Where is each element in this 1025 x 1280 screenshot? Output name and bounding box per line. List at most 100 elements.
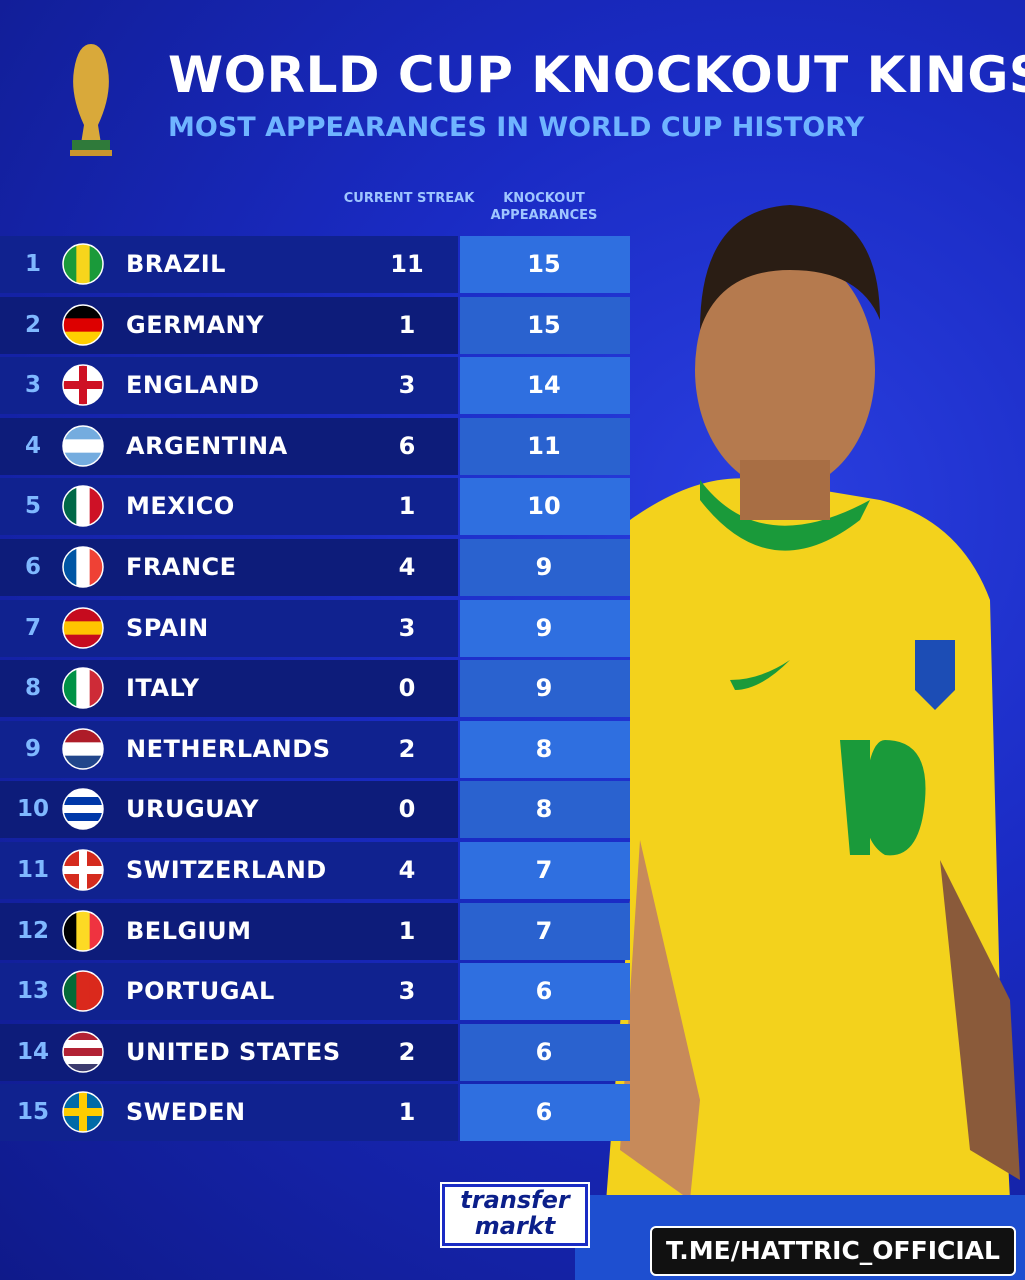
current-streak: 2 <box>398 734 416 763</box>
current-streak: 0 <box>398 795 416 824</box>
rank: 4 <box>24 432 41 459</box>
flag-icon <box>62 667 104 709</box>
table-row: 14 UNITED STATES 2 6 <box>0 1023 630 1081</box>
table-row: 8 ITALY 0 9 <box>0 660 630 718</box>
flag-part <box>63 1031 103 1041</box>
knockout-appearances: 6 <box>535 1037 553 1066</box>
flag-border <box>62 425 104 467</box>
knockout-appearances: 8 <box>535 734 553 763</box>
flag-border <box>62 970 104 1012</box>
flag-part <box>63 1055 103 1065</box>
rank: 2 <box>24 311 41 338</box>
knockout-appearances: 6 <box>535 1098 553 1127</box>
flag-border <box>62 303 104 346</box>
table-row: 15 SWEDEN 1 6 <box>0 1084 630 1142</box>
rank: 9 <box>24 735 41 762</box>
knockout-appearances: 9 <box>535 613 553 642</box>
highlight-column <box>460 902 630 960</box>
country-name: SWITZERLAND <box>126 856 327 884</box>
flag <box>63 1031 103 1072</box>
country-name: FRANCE <box>126 553 237 581</box>
trophy-icon <box>70 44 112 156</box>
flag <box>63 486 103 527</box>
country-name: ITALY <box>126 674 200 703</box>
flag-border <box>62 788 104 831</box>
highlight-column <box>460 478 630 536</box>
title: WORLD CUP KNOCKOUT KINGS <box>168 46 1025 104</box>
flag-part <box>63 821 103 830</box>
rank: 11 <box>16 857 49 883</box>
knockout-appearances: 7 <box>535 856 553 884</box>
flag-icon <box>62 788 104 831</box>
highlight-column <box>460 720 630 778</box>
column-header: KNOCKOUT APPEARANCES <box>490 191 598 223</box>
current-streak: 11 <box>390 250 424 278</box>
flag-border <box>62 667 104 709</box>
flag-border <box>62 1031 104 1073</box>
flag-part <box>63 805 103 814</box>
rank: 10 <box>16 796 49 823</box>
player-illustration <box>575 205 1025 1280</box>
country-name: BRAZIL <box>126 250 226 278</box>
flag-icon <box>62 303 104 346</box>
flag <box>63 607 103 648</box>
rank: 3 <box>24 372 41 399</box>
rank: 1 <box>24 251 41 277</box>
flag-icon <box>62 849 104 891</box>
knockout-appearances: 15 <box>527 250 561 278</box>
flag-icon <box>62 728 104 770</box>
flag-icon <box>62 546 104 588</box>
flag-border <box>62 485 104 528</box>
flag-icon <box>62 1091 104 1134</box>
rank: 7 <box>24 614 41 641</box>
flag <box>63 304 103 345</box>
country-name: NETHERLANDS <box>126 734 331 763</box>
table-row: 9 NETHERLANDS 2 8 <box>0 720 630 778</box>
flag <box>63 365 103 406</box>
table-row: 13 PORTUGAL 3 6 <box>0 963 630 1021</box>
knockout-appearances: 9 <box>535 553 553 581</box>
country-name: ENGLAND <box>126 371 260 400</box>
highlight-column <box>460 296 630 354</box>
highlight-column <box>460 842 630 899</box>
country-name: URUGUAY <box>126 795 260 824</box>
logo-text: transfer <box>460 1186 570 1214</box>
flag <box>63 1092 103 1133</box>
flag <box>63 789 103 830</box>
knockout-appearances: 8 <box>535 795 553 824</box>
current-streak: 1 <box>398 916 416 945</box>
flag-part <box>76 971 91 1012</box>
flag-icon <box>62 1031 104 1073</box>
flag-part <box>76 668 91 709</box>
highlight-column <box>460 357 630 415</box>
watermark: T.ME/HATTRIC_OFFICIAL <box>650 1226 1016 1276</box>
flag <box>63 668 103 709</box>
flag-part <box>76 547 91 587</box>
flag-part <box>63 789 103 798</box>
flag-part <box>63 381 103 390</box>
table-row: 4 ARGENTINA 6 11 <box>0 417 630 475</box>
flag-icon <box>62 909 104 952</box>
table-row: 2 GERMANY 1 15 <box>0 296 630 354</box>
country-name: BELGIUM <box>126 916 252 945</box>
flag-part <box>76 486 91 527</box>
knockout-appearances: 14 <box>527 371 561 400</box>
flag <box>63 910 103 951</box>
knockout-appearances: 7 <box>535 916 553 945</box>
highlight-column <box>460 539 630 596</box>
country-name: GERMANY <box>126 310 264 339</box>
flag-border <box>62 1091 104 1134</box>
flag-part <box>76 910 91 951</box>
highlight-column <box>460 417 630 475</box>
flag-part <box>63 1047 103 1057</box>
flag-part <box>63 742 103 756</box>
table-row: 3 ENGLAND 3 14 <box>0 357 630 415</box>
flag-part <box>63 866 103 874</box>
flag-icon <box>62 243 104 285</box>
current-streak: 3 <box>398 371 416 400</box>
rank: 14 <box>16 1038 49 1065</box>
current-streak: 4 <box>398 553 416 581</box>
flag-part <box>63 317 103 332</box>
rank: 12 <box>16 917 49 944</box>
